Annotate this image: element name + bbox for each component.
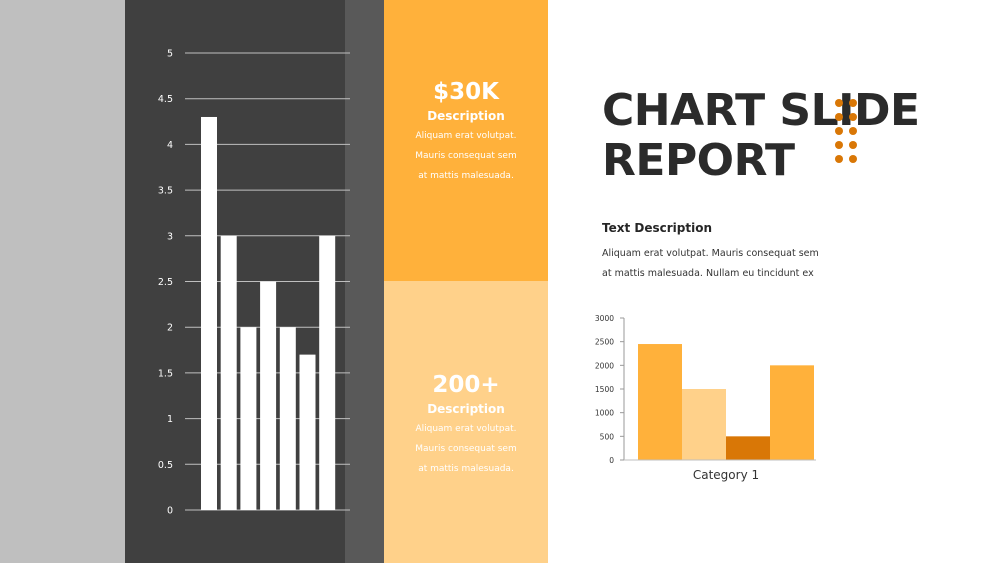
stat-description: Aliquam erat volutpat. Mauris consequat …: [384, 126, 548, 186]
dot: [835, 141, 843, 149]
stat-desc-line: Aliquam erat volutpat.: [415, 131, 517, 141]
stat-desc-line: Mauris consequat sem: [415, 444, 517, 454]
stat-description: Aliquam erat volutpat. Mauris consequat …: [384, 419, 548, 479]
dot: [849, 155, 857, 163]
dot: [849, 127, 857, 135]
stat-value: $30K: [433, 79, 499, 105]
y-tick-label: 1000: [595, 409, 614, 418]
bar: [770, 365, 814, 460]
stat-desc-line: Aliquam erat volutpat.: [415, 424, 517, 434]
text-description-line: at mattis malesuada. Nullam eu tincidunt…: [602, 268, 814, 279]
orange-stat-panel: [384, 0, 548, 281]
dot: [835, 113, 843, 121]
stat-label: Description: [427, 109, 505, 123]
y-tick-label: 0: [609, 456, 614, 465]
y-tick-label: 3000: [595, 314, 614, 323]
stat-block-1: $30K Description Aliquam erat volutpat. …: [384, 78, 548, 186]
gray-panel: [0, 0, 125, 563]
stat-desc-line: at mattis malesuada.: [418, 464, 514, 474]
dark-chart-panel: [125, 0, 345, 563]
dot: [835, 99, 843, 107]
dot: [849, 99, 857, 107]
text-description-heading: Text Description: [602, 221, 712, 235]
mid-gray-panel: [345, 0, 384, 563]
slide-title: CHART SLIDE REPORT: [602, 86, 920, 186]
stat-desc-line: Mauris consequat sem: [415, 151, 517, 161]
dot: [835, 155, 843, 163]
y-tick-label: 500: [600, 432, 615, 441]
bar: [726, 436, 770, 460]
dot: [835, 127, 843, 135]
bar: [638, 344, 682, 460]
title-line-1: CHART SLIDE: [602, 85, 920, 136]
dot: [849, 141, 857, 149]
stat-desc-line: at mattis malesuada.: [418, 171, 514, 181]
text-description-body: Aliquam erat volutpat. Mauris consequat …: [602, 244, 832, 284]
bar: [682, 389, 726, 460]
light-orange-stat-panel: [384, 281, 548, 563]
stat-block-2: 200+ Description Aliquam erat volutpat. …: [384, 371, 548, 479]
y-tick-label: 2500: [595, 338, 614, 347]
x-category-label: Category 1: [693, 468, 759, 482]
dot: [849, 113, 857, 121]
y-tick-label: 1500: [595, 385, 614, 394]
y-tick-label: 2000: [595, 361, 614, 370]
stat-label: Description: [427, 402, 505, 416]
stat-value: 200+: [432, 372, 500, 398]
title-line-2: REPORT: [602, 135, 795, 186]
text-description-line: Aliquam erat volutpat. Mauris consequat …: [602, 248, 819, 259]
